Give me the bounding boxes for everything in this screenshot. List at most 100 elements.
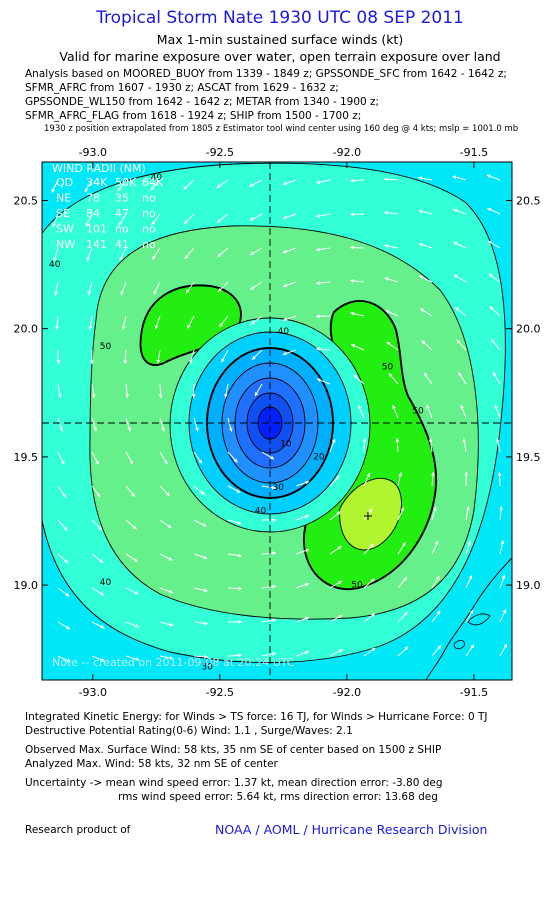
wind-arrow-head: [133, 558, 138, 562]
wind-arrow-head: [488, 273, 493, 278]
wind-arrow-head: [316, 213, 321, 218]
wind-arrow-head: [420, 308, 425, 313]
analysis-line-1: Analysis based on MOORED_BUOY from 1339 …: [25, 68, 507, 80]
wind-arrow-head: [436, 610, 441, 615]
axis-ticks: -93.0 -93.0 -92.5 -92.5 -92.0 -92.0 -91.5 -91.5…: [14, 146, 541, 699]
contour-label: 50: [382, 363, 394, 373]
wind-arrow-head: [135, 624, 140, 628]
wind-arrow-head: [357, 405, 362, 410]
contour-label: 10: [280, 440, 292, 450]
y-tick-label-left: 20.5: [14, 194, 39, 207]
wind-arrow-head: [203, 555, 208, 560]
wind-arrow-head: [384, 177, 388, 182]
wind-radii-title: WIND RADII (NM): [52, 162, 146, 175]
wind-arrow-head: [238, 653, 242, 658]
wind-arrow-head: [368, 508, 373, 513]
wind-arrow-head: [185, 289, 190, 294]
wind-arrow-head: [305, 616, 310, 621]
wind-arrow-head: [316, 180, 321, 184]
wind-arrow-head: [335, 475, 340, 480]
wind-arrow-head: [434, 541, 439, 546]
wind-arrow-head: [51, 188, 56, 193]
wind-arrow-head: [305, 480, 310, 485]
wind-arrow-head: [152, 255, 156, 260]
wind-arrow-head: [316, 247, 320, 252]
wind-arrow-head: [96, 493, 101, 498]
max-wind-marker: [364, 512, 372, 520]
wind-arrow-head: [386, 341, 391, 346]
uncertainty-line-1: Uncertainty -> mean wind speed error: 1.…: [25, 777, 443, 789]
wind-arrow-head: [238, 620, 242, 624]
wind-arrow-head: [316, 314, 320, 319]
wind-arrow-head: [132, 525, 137, 530]
wind-radii-box: WIND RADII (NM) QD 34K 50K 64K NE 78 35 no SE 84 4…: [52, 162, 164, 251]
wind-arrow-head: [350, 178, 354, 183]
noaa-aoml-hrd-link[interactable]: NOAA / AOML / Hurricane Research Divisio…: [215, 822, 488, 837]
x-tick-label-bottom: -91.5: [460, 686, 488, 699]
wind-arrow-head: [187, 324, 191, 329]
wind-radii-cell: 47: [115, 207, 129, 220]
y-tick-label-right: 19.5: [516, 451, 541, 464]
wind-radii-cell: SW: [56, 223, 74, 236]
wind-radii-header-cell: 64K: [142, 176, 164, 189]
wind-arrow-head: [191, 394, 196, 398]
wind-arrow-head: [158, 394, 163, 398]
wind-radii-cell: SE: [56, 207, 70, 220]
wind-arrow-head: [385, 309, 390, 314]
wind-arrow-head: [465, 506, 470, 511]
wind-arrow-head: [251, 355, 256, 360]
wind-field-plot: 40 40 40 50 50 50 50 40 10 20 30 40 30 Note -- creat…: [14, 146, 541, 699]
wind-arrow-head: [250, 286, 255, 290]
wind-radii-cell: NE: [56, 192, 71, 205]
wind-arrow-head: [418, 242, 423, 247]
contour-label: 40: [255, 506, 267, 516]
wind-arrow-head: [217, 253, 222, 258]
wind-arrow-head: [403, 611, 408, 616]
wind-arrow-head: [236, 489, 241, 493]
x-tick-label-top: -92.5: [206, 146, 234, 159]
wind-radii-cell: 78: [86, 192, 100, 205]
wind-arrow-head: [350, 278, 354, 283]
wind-arrow-head: [219, 323, 223, 327]
y-tick-label-right: 19.0: [516, 579, 541, 592]
chart-subtitle-wind: Max 1-min sustained surface winds (kt): [156, 32, 404, 47]
wind-arrow-head: [123, 360, 128, 364]
wind-radii-cell: no: [142, 192, 156, 205]
x-tick-label-top: -91.5: [460, 146, 488, 159]
wind-arrow-head: [56, 360, 61, 364]
wind-arrow-head: [336, 511, 341, 515]
wind-arrow-head: [168, 557, 173, 561]
wind-arrow-head: [198, 459, 203, 464]
wind-arrow-head: [57, 394, 62, 398]
wind-arrow-head: [184, 220, 188, 224]
wind-radii-cell: NW: [56, 238, 75, 251]
wind-arrow-head: [400, 507, 405, 512]
wind-arrow-head: [464, 472, 469, 476]
wind-arrow-head: [127, 427, 131, 432]
wind-arrow-head: [119, 256, 124, 261]
wind-arrow-head: [338, 615, 343, 619]
wind-arrow-head: [129, 460, 133, 465]
wind-arrow-head: [228, 427, 233, 432]
wind-arrow-head: [305, 582, 310, 587]
wind-radii-cell: 141: [86, 238, 107, 251]
wind-arrow-head: [462, 438, 467, 442]
wind-arrow-head: [437, 645, 442, 650]
wind-arrow-head: [282, 283, 287, 288]
wind-arrow-head: [93, 427, 98, 432]
plot-frame: [41, 161, 513, 681]
observed-max-wind-text: Observed Max. Surface Wind: 58 kts, 35 n…: [25, 744, 442, 756]
wind-arrow-head: [331, 438, 336, 443]
wind-arrow-head: [350, 212, 354, 217]
wind-arrow-head: [87, 291, 92, 296]
wind-arrow-head: [404, 646, 409, 651]
contour-label: 40: [100, 578, 112, 588]
wind-arrow-head: [99, 591, 104, 596]
position-note: 1930 z position extrapolated from 1805 z…: [44, 124, 519, 134]
wind-radii-cell: 35: [115, 192, 129, 205]
wind-arrow-head: [305, 514, 310, 519]
wind-arrow-head: [65, 592, 70, 597]
wind-arrow-head: [125, 394, 130, 398]
wind-arrow-head: [282, 215, 287, 220]
wind-arrow-head: [135, 657, 140, 661]
